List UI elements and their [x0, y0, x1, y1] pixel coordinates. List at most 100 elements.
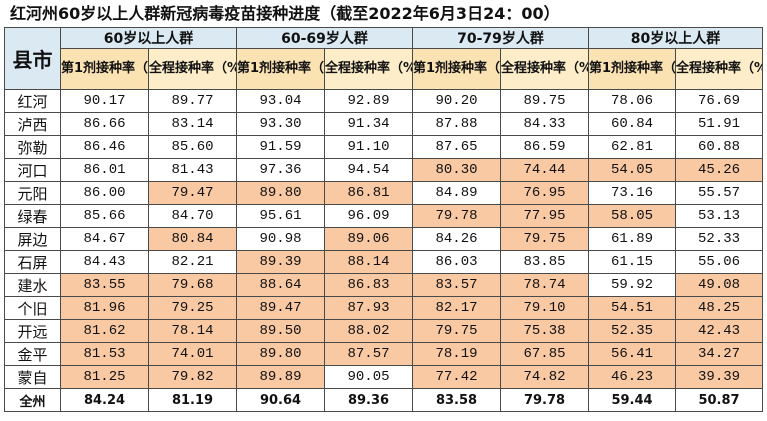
- full-course-rate: 79.47: [147, 181, 238, 205]
- full-course-rate: 55.57: [675, 181, 764, 205]
- full-course-rate: 90.05: [324, 365, 414, 389]
- table-row: 建水 83.55 79.68 88.64 86.83 83.57 78.74 59.92 49.…: [4, 273, 764, 297]
- county-name: 元阳: [4, 181, 61, 205]
- full-course-rate: 60.88: [675, 135, 764, 159]
- county-header: 县市: [4, 27, 61, 90]
- first-dose-rate: 84.26: [412, 227, 502, 251]
- full-course-rate: 84.70: [147, 204, 238, 228]
- full-course-rate: 74.82: [500, 365, 590, 389]
- table-row: 蒙自 81.25 79.82 89.89 90.05 77.42 74.82 46.23 39.…: [4, 365, 764, 389]
- full-course-rate: 79.25: [147, 296, 238, 320]
- county-name: 开远: [4, 319, 61, 343]
- first-dose-rate: 80.30: [412, 158, 502, 182]
- first-dose-rate: 73.16: [588, 181, 677, 205]
- first-dose-rate: 52.35: [588, 319, 677, 343]
- county-name: 全州: [4, 388, 61, 412]
- first-dose-header: 第1剂接种率（%）: [588, 48, 677, 90]
- full-course-rate: 81.19: [147, 388, 238, 412]
- full-course-rate: 81.43: [147, 158, 238, 182]
- first-dose-rate: 79.75: [412, 319, 502, 343]
- county-name: 红河: [4, 89, 61, 113]
- first-dose-rate: 89.47: [236, 296, 326, 320]
- first-dose-rate: 90.64: [236, 388, 326, 412]
- full-course-rate: 86.59: [500, 135, 590, 159]
- full-course-rate: 53.13: [675, 204, 764, 228]
- first-dose-rate: 59.44: [588, 388, 677, 412]
- full-course-rate: 78.14: [147, 319, 238, 343]
- group-header-60-69: 60-69岁人群: [236, 27, 414, 49]
- first-dose-rate: 87.65: [412, 135, 502, 159]
- group-header-70-79: 70-79岁人群: [412, 27, 590, 49]
- first-dose-rate: 97.36: [236, 158, 326, 182]
- first-dose-rate: 54.51: [588, 296, 677, 320]
- full-course-rate: 39.39: [675, 365, 764, 389]
- first-dose-rate: 90.17: [60, 89, 149, 113]
- full-course-rate: 87.57: [324, 342, 414, 366]
- first-dose-rate: 82.17: [412, 296, 502, 320]
- full-course-rate: 74.44: [500, 158, 590, 182]
- first-dose-header: 第1剂接种率（%）: [412, 48, 502, 90]
- full-course-rate: 96.09: [324, 204, 414, 228]
- full-course-rate: 82.21: [147, 250, 238, 274]
- full-course-rate: 88.14: [324, 250, 414, 274]
- first-dose-rate: 86.66: [60, 112, 149, 136]
- first-dose-rate: 87.88: [412, 112, 502, 136]
- first-dose-rate: 81.25: [60, 365, 149, 389]
- first-dose-rate: 58.05: [588, 204, 677, 228]
- first-dose-rate: 79.78: [412, 204, 502, 228]
- full-course-rate: 77.95: [500, 204, 590, 228]
- full-course-rate: 87.93: [324, 296, 414, 320]
- full-course-rate: 89.06: [324, 227, 414, 251]
- full-course-rate: 55.06: [675, 250, 764, 274]
- full-course-rate: 89.75: [500, 89, 590, 113]
- full-course-rate: 49.08: [675, 273, 764, 297]
- full-course-rate: 50.87: [675, 388, 764, 412]
- county-name: 弥勒: [4, 135, 61, 159]
- county-name: 河口: [4, 158, 61, 182]
- first-dose-rate: 84.89: [412, 181, 502, 205]
- first-dose-rate: 56.41: [588, 342, 677, 366]
- group-header-60-plus: 60岁以上人群: [59, 27, 238, 49]
- table-row: 河口 86.01 81.43 97.36 94.54 80.30 74.44 54.05 45.…: [4, 158, 764, 182]
- first-dose-rate: 83.57: [412, 273, 502, 297]
- full-course-rate: 67.85: [500, 342, 590, 366]
- full-course-rate: 83.85: [500, 250, 590, 274]
- first-dose-rate: 81.96: [60, 296, 149, 320]
- table-row: 开远 81.62 78.14 89.50 88.02 79.75 75.38 52.35 42.…: [4, 319, 764, 343]
- first-dose-rate: 46.23: [588, 365, 677, 389]
- table-body: 红河 90.17 89.77 93.04 92.89 90.20 89.75 78.06 76.…: [4, 89, 764, 412]
- full-course-rate: 89.77: [147, 89, 238, 113]
- full-course-rate: 48.25: [675, 296, 764, 320]
- full-course-rate: 84.33: [500, 112, 590, 136]
- first-dose-rate: 78.19: [412, 342, 502, 366]
- first-dose-rate: 81.62: [60, 319, 149, 343]
- county-name: 建水: [4, 273, 61, 297]
- full-course-header: 全程接种率（%）: [675, 48, 764, 90]
- first-dose-rate: 95.61: [236, 204, 326, 228]
- first-dose-rate: 86.03: [412, 250, 502, 274]
- first-dose-rate: 60.84: [588, 112, 677, 136]
- full-course-rate: 83.14: [147, 112, 238, 136]
- first-dose-rate: 89.89: [236, 365, 326, 389]
- first-dose-rate: 77.42: [412, 365, 502, 389]
- full-course-rate: 45.26: [675, 158, 764, 182]
- first-dose-rate: 88.64: [236, 273, 326, 297]
- first-dose-rate: 83.55: [60, 273, 149, 297]
- full-course-rate: 92.89: [324, 89, 414, 113]
- first-dose-rate: 81.53: [60, 342, 149, 366]
- first-dose-rate: 86.00: [60, 181, 149, 205]
- full-course-rate: 79.68: [147, 273, 238, 297]
- full-course-rate: 89.36: [324, 388, 414, 412]
- table-row: 泸西 86.66 83.14 93.30 91.34 87.88 84.33 60.84 51.…: [4, 112, 764, 136]
- table-row: 绿春 85.66 84.70 95.61 96.09 79.78 77.95 58.05 53.…: [4, 204, 764, 228]
- table-row: 个旧 81.96 79.25 89.47 87.93 82.17 79.10 54.51 48.…: [4, 296, 764, 320]
- full-course-rate: 52.33: [675, 227, 764, 251]
- first-dose-header: 第1剂接种率（%）: [60, 48, 149, 90]
- first-dose-rate: 90.98: [236, 227, 326, 251]
- full-course-rate: 75.38: [500, 319, 590, 343]
- first-dose-rate: 59.92: [588, 273, 677, 297]
- first-dose-rate: 89.50: [236, 319, 326, 343]
- first-dose-rate: 84.43: [60, 250, 149, 274]
- full-course-rate: 76.69: [675, 89, 764, 113]
